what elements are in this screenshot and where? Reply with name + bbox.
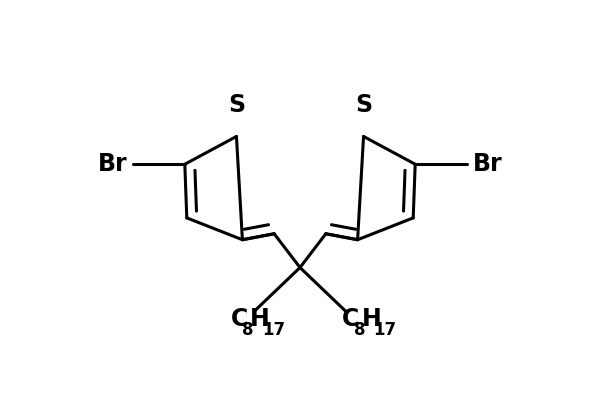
Text: Br: Br (473, 152, 502, 176)
Text: H: H (362, 307, 382, 331)
Text: Br: Br (98, 152, 127, 176)
Text: C: C (342, 307, 359, 331)
Text: 8: 8 (353, 321, 365, 339)
Text: S: S (228, 92, 245, 116)
Text: H: H (250, 307, 270, 331)
Text: 8: 8 (242, 321, 254, 339)
Text: 17: 17 (262, 321, 286, 339)
Text: S: S (355, 92, 372, 116)
Text: 17: 17 (373, 321, 397, 339)
Text: C: C (230, 307, 248, 331)
